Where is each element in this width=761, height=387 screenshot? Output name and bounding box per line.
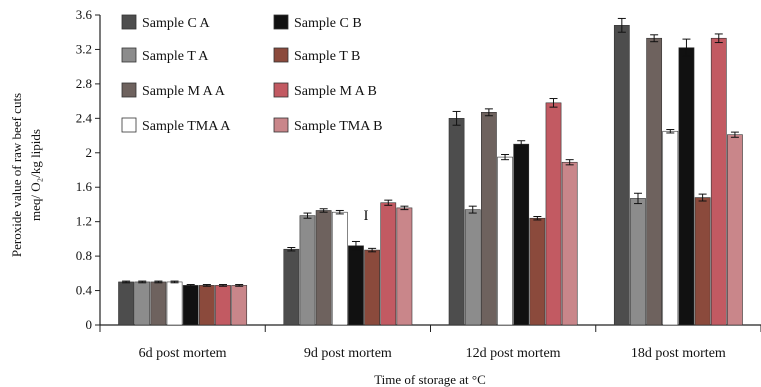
bar — [150, 281, 167, 326]
legend-swatch — [121, 82, 137, 98]
x-category-label: 6d post mortem — [139, 346, 227, 361]
bar — [613, 25, 630, 326]
bar — [710, 37, 727, 326]
y-axis-title-line-2: meq/ O₂/kg lipids — [28, 129, 43, 221]
bar — [545, 102, 562, 326]
legend-label: Sample M A A — [142, 84, 226, 99]
x-category-label: 12d post mortem — [466, 346, 561, 361]
bar — [215, 285, 231, 326]
bar — [182, 285, 199, 326]
legend-swatch — [121, 14, 137, 30]
bar — [198, 285, 215, 326]
y-tick-label: 3.2 — [76, 41, 92, 56]
y-tick-label: 3.6 — [76, 7, 93, 22]
bar — [694, 197, 711, 326]
bar — [348, 245, 364, 326]
bar — [561, 161, 578, 326]
bar — [118, 281, 134, 326]
y-tick-label: 1.6 — [76, 179, 93, 194]
y-tick-label: 2.8 — [76, 76, 92, 91]
bar — [630, 198, 646, 326]
legend-label: Sample T A — [142, 49, 209, 64]
bar — [464, 209, 481, 326]
bar — [166, 281, 183, 326]
y-tick-label: 1.2 — [76, 214, 92, 229]
x-category-label: 9d post mortem — [304, 346, 392, 361]
bar — [315, 210, 332, 326]
bar — [299, 215, 316, 326]
legend-swatch — [121, 47, 137, 63]
legend-swatch — [273, 117, 289, 133]
legend-swatch — [273, 82, 289, 98]
y-tick-label: 2 — [86, 145, 93, 160]
bar — [231, 285, 248, 326]
bar — [481, 112, 497, 326]
bar — [364, 249, 380, 326]
bar — [513, 143, 530, 326]
x-axis-title: Time of storage at °C — [374, 372, 486, 387]
legend-label: Sample TMA B — [294, 119, 382, 134]
bar — [396, 207, 413, 326]
bar — [448, 118, 465, 326]
chart-axes: 0 0.4 0.8 1.2 1.6 2 2.4 2.8 3.2 3.6 6d post mortem… — [76, 7, 761, 361]
legend-label: Sample M A B — [294, 84, 377, 99]
bar — [380, 202, 397, 326]
bar — [497, 156, 513, 326]
x-category-label: 18d post mortem — [631, 346, 726, 361]
bar — [529, 217, 546, 326]
y-tick-label: 0.8 — [76, 248, 92, 263]
legend-swatch — [121, 117, 137, 133]
bar — [662, 130, 679, 326]
y-axis-title-line-1: Peroxide value of raw beef cuts — [9, 93, 24, 257]
bar — [727, 134, 743, 326]
bars-group — [118, 17, 743, 326]
bar — [134, 281, 151, 326]
legend: Sample C A Sample T A Sample M A A Sample T… — [121, 14, 382, 134]
bar — [678, 47, 695, 326]
bar — [283, 248, 300, 326]
legend-label: Sample C B — [294, 16, 362, 31]
bar — [331, 211, 348, 326]
legend-swatch — [273, 14, 289, 30]
legend-swatch — [273, 47, 289, 63]
y-tick-label: 0 — [86, 317, 93, 332]
bar — [646, 37, 663, 326]
legend-label: Sample T B — [294, 49, 360, 64]
legend-label: Sample TMA A — [142, 119, 231, 134]
y-tick-label: 0.4 — [76, 283, 93, 298]
legend-label: Sample C A — [142, 16, 211, 31]
y-tick-label: 2.4 — [76, 110, 93, 125]
error-annotation: I — [364, 208, 369, 224]
